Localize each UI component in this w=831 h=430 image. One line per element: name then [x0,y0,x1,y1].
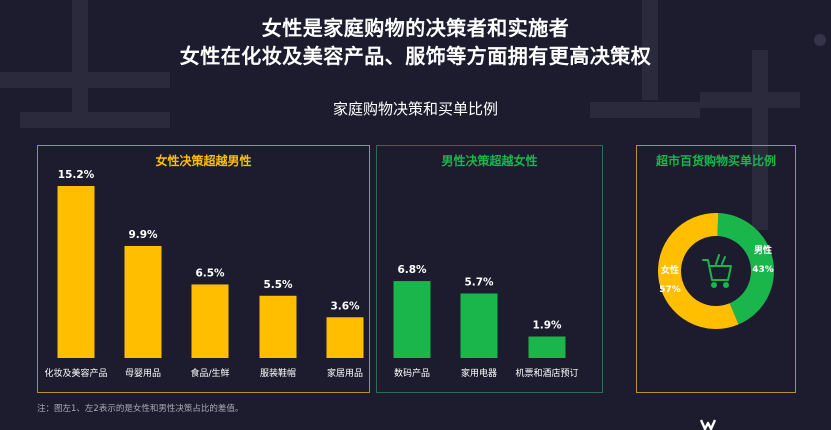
chart-subtitle: 家庭购物决策和买单比例 [332,100,498,118]
male-category-label-1: 家用电器 [461,367,497,379]
pie-label-male-value: 43% [752,265,774,275]
page-title-line1: 女性是家庭购物的决策者和实施者 [261,16,570,40]
female-value-label-2: 6.5% [195,267,225,279]
shopping-cart-icon [702,254,732,288]
female-bar-2 [191,284,229,358]
pie-slice-male [717,213,775,325]
male-category-label-2: 机票和酒店预订 [515,367,578,379]
female-value-label-3: 5.5% [263,279,293,291]
female-category-label-1: 母婴用品 [125,368,161,379]
male-panel-title: 男性决策超越女性 [441,154,538,168]
male-panel: 男性决策超越女性 [376,145,603,393]
male-value-label-1: 5.7% [464,277,494,289]
male-value-label-2: 1.9% [532,320,562,332]
female-category-label-4: 家居用品 [327,367,363,379]
pie-label-female-value: 57% [659,285,681,295]
male-bar-2 [528,336,566,358]
female-bar-3 [259,295,297,358]
female-value-label-4: 3.6% [330,300,360,312]
pie-slice-female [657,213,739,329]
female-bar-0 [57,186,95,358]
pie-label-female-name: 女性 [661,264,679,276]
female-panel-title: 女性决策超越男性 [155,154,252,168]
male-value-label-0: 6.8% [397,264,427,276]
page-title-line2: 女性在化妆及美容产品、服饰等方面拥有更高决策权 [179,44,652,68]
brand-logo-icon [700,419,716,430]
pie-panel-title: 超市百货购物买单比例 [655,154,776,168]
footnote: 注：图左1、左2表示的是女性和男性决策占比的差值。 [37,404,244,414]
female-category-label-3: 服装鞋帽 [260,367,296,379]
pie-panel: 超市百货购物买单比例 [636,145,796,393]
female-category-label-2: 食品/生鲜 [190,367,229,379]
female-bar-1 [124,245,162,358]
male-bar-0 [393,281,431,358]
male-bar-1 [460,293,498,358]
female-panel: 女性决策超越男性 [37,145,370,393]
female-category-label-0: 化妆及美容产品 [44,367,107,379]
male-category-label-0: 数码产品 [394,367,430,379]
female-bar-4 [326,317,364,358]
female-value-label-1: 9.9% [128,229,158,241]
pie-label-male-name: 男性 [754,244,772,256]
female-value-label-0: 15.2% [58,169,95,181]
